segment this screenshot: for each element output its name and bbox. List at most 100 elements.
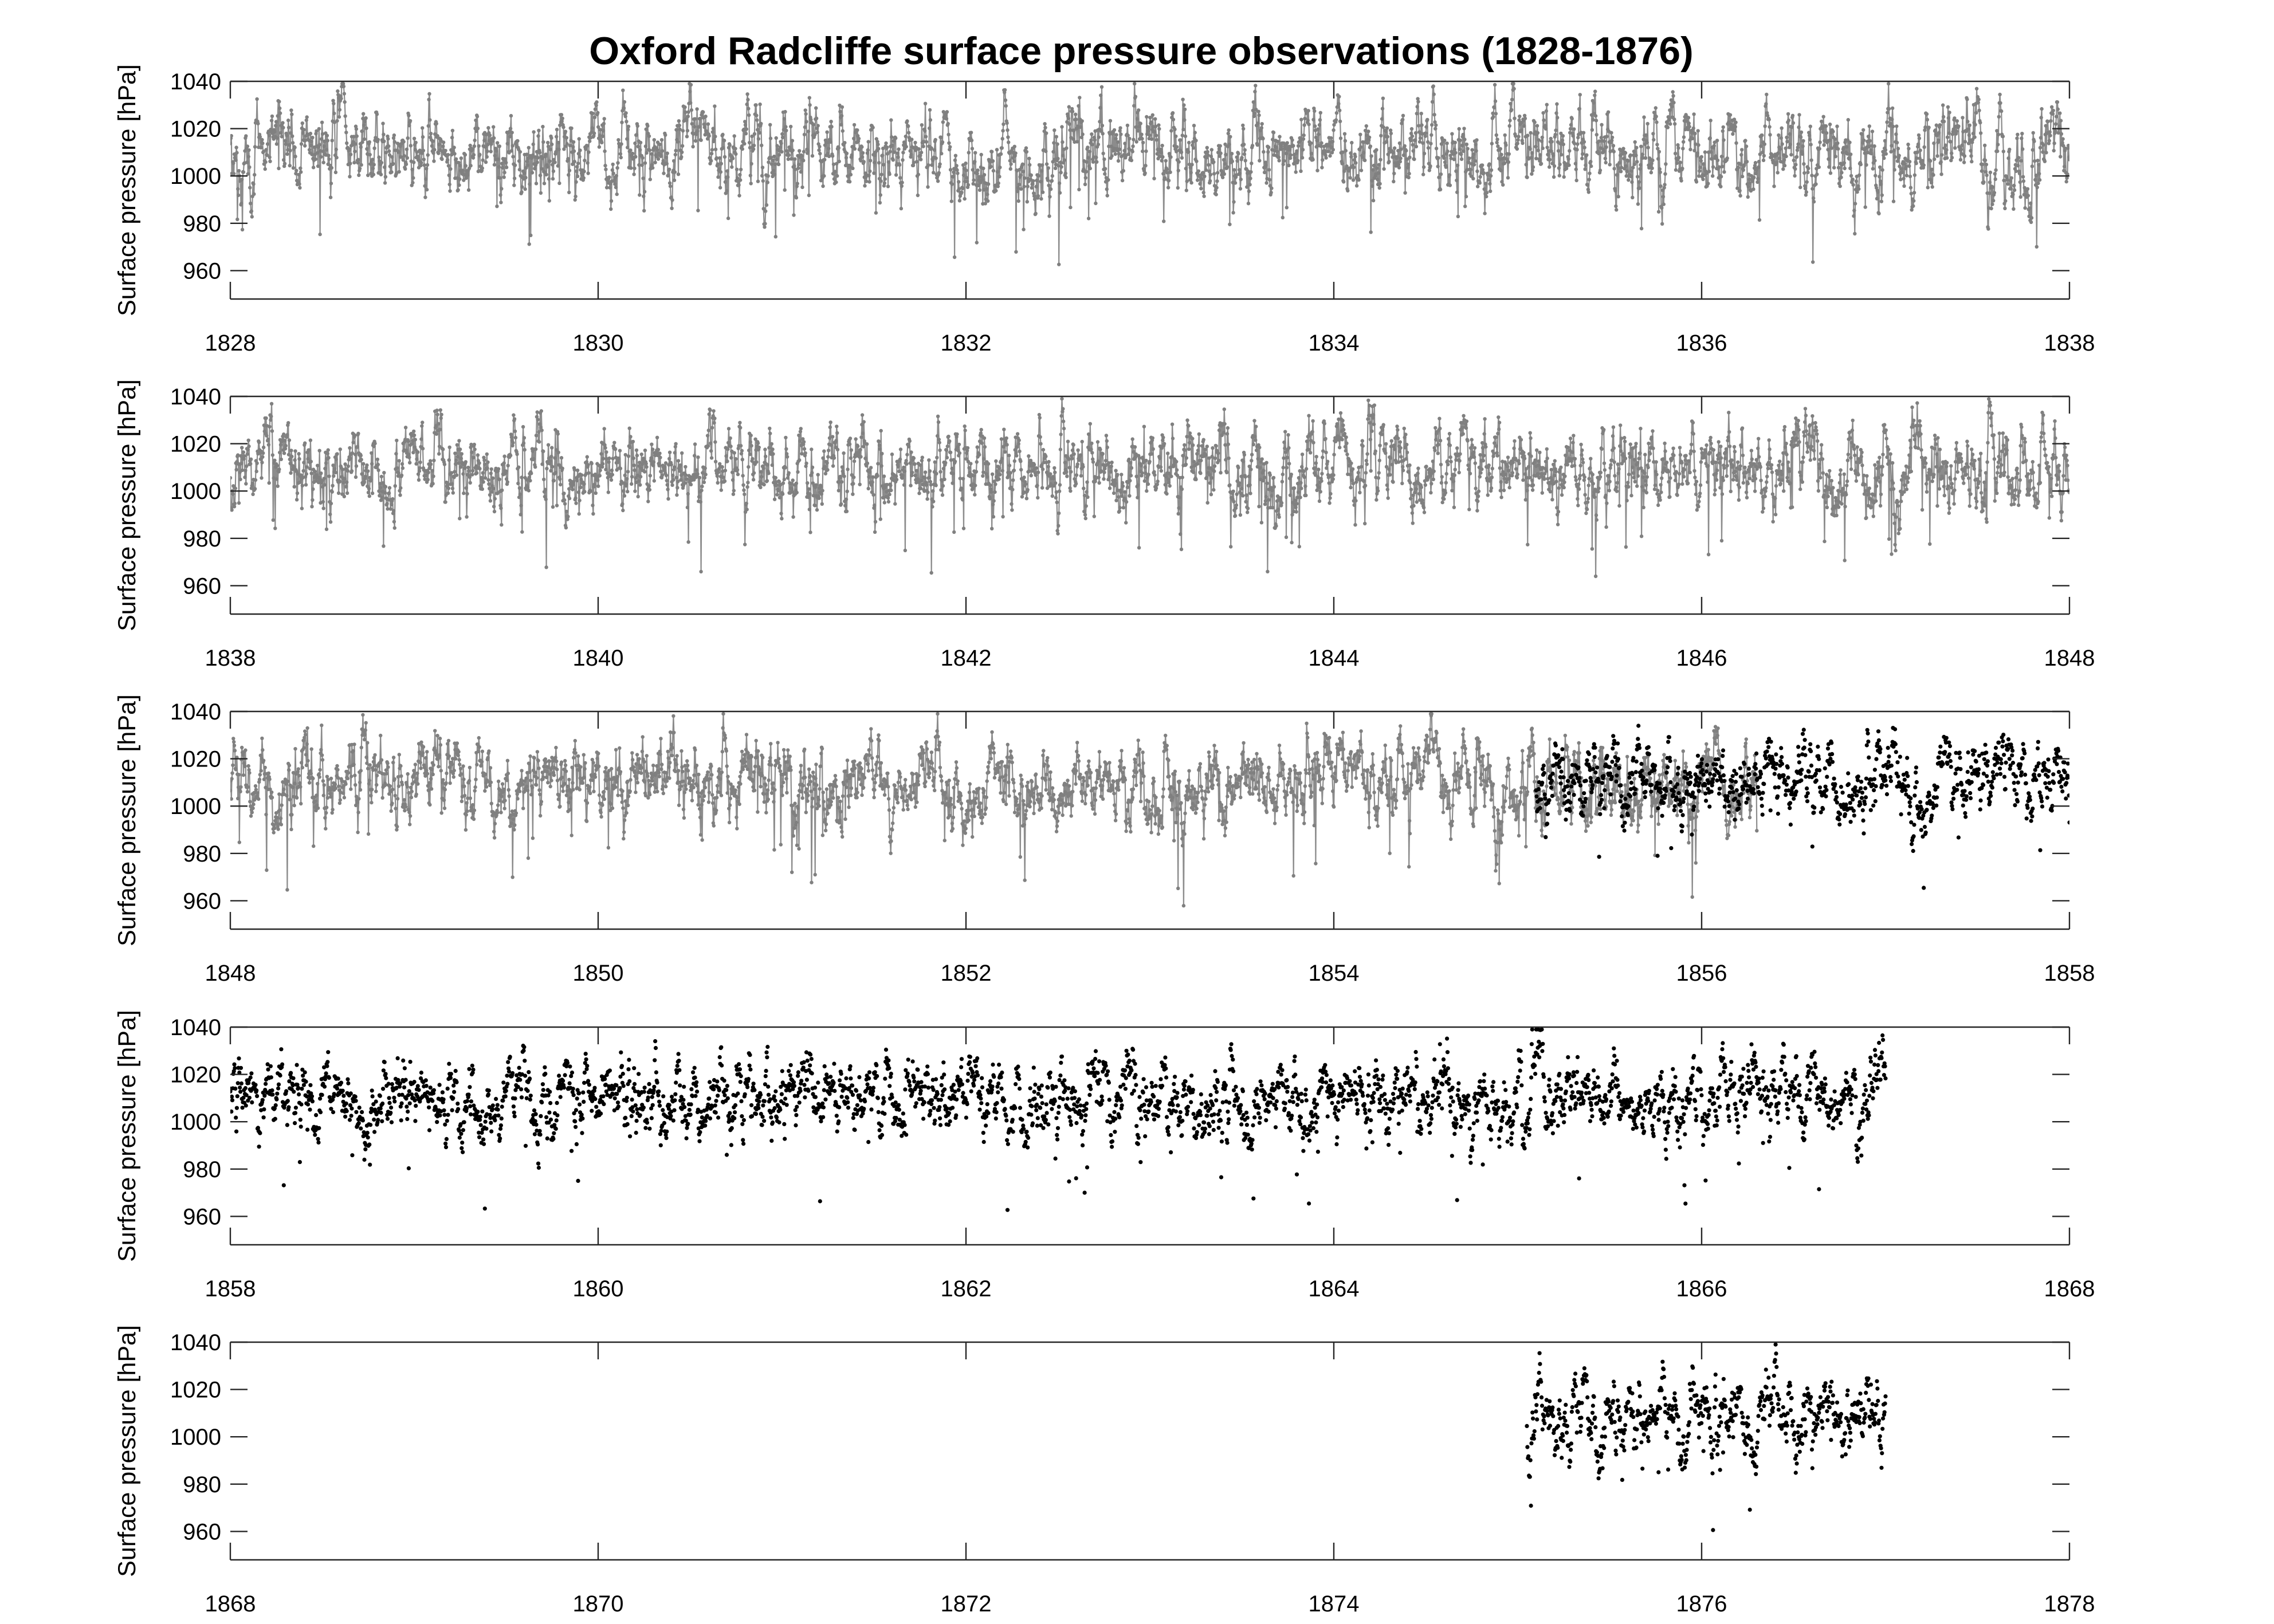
data-point: [481, 158, 485, 162]
data-point: [1576, 142, 1580, 146]
data-point: [1554, 111, 1558, 115]
data-point: [1797, 113, 1801, 117]
data-point: [926, 163, 930, 167]
data-point: [1136, 129, 1140, 133]
data-point: [364, 126, 368, 131]
data-point: [1805, 180, 1809, 184]
data-point: [798, 149, 802, 153]
data-point: [732, 451, 736, 455]
data-point: [743, 542, 747, 546]
data-point: [2032, 139, 2036, 143]
data-point: [431, 139, 435, 143]
data-point: [492, 163, 497, 167]
data-point: [678, 469, 682, 473]
data-point: [517, 167, 522, 172]
data-point: [308, 438, 313, 442]
data-point: [842, 451, 846, 455]
data-point: [1426, 140, 1430, 144]
data-point: [840, 465, 845, 469]
data-point: [1187, 140, 1191, 145]
data-point: [671, 478, 675, 482]
data-point: [1809, 158, 1813, 162]
data-point: [1807, 133, 1812, 137]
data-point: [825, 461, 829, 465]
data-point: [1227, 142, 1231, 147]
data-point: [527, 242, 531, 246]
data-point: [757, 445, 761, 450]
data-point: [1177, 160, 1181, 164]
data-point: [1668, 108, 1672, 112]
data-point: [1571, 133, 1575, 138]
data-point: [817, 148, 821, 152]
data-point: [1334, 111, 1339, 115]
data-point: [953, 154, 958, 158]
data-point: [767, 160, 771, 164]
data-point: [1725, 156, 1729, 160]
data-point: [600, 465, 604, 469]
data-point: [233, 486, 237, 490]
data-point: [481, 480, 485, 484]
data-point: [2052, 141, 2056, 146]
data-point: [386, 507, 390, 511]
data-point: [640, 462, 644, 466]
data-point: [880, 451, 884, 456]
data-point: [820, 489, 824, 493]
data-point: [1836, 141, 1840, 146]
data-point: [810, 154, 815, 158]
data-point: [265, 153, 269, 157]
data-point: [570, 126, 574, 131]
data-point: [1549, 136, 1553, 141]
data-point: [1784, 154, 1788, 159]
data-point: [1153, 130, 1157, 134]
data-point: [243, 475, 247, 479]
data-point: [623, 115, 627, 119]
data-point: [1334, 118, 1338, 122]
data-point: [594, 103, 598, 108]
data-point: [1645, 140, 1649, 144]
data-point: [540, 156, 544, 160]
data-point: [1657, 150, 1662, 154]
data-point: [249, 201, 253, 206]
data-point: [1742, 163, 1746, 167]
data-point: [747, 465, 751, 469]
data-point: [327, 157, 331, 161]
data-point: [1870, 151, 1874, 156]
data-point: [1207, 169, 1211, 173]
data-point: [583, 158, 587, 163]
data-point: [2037, 178, 2042, 182]
data-point: [773, 475, 778, 480]
data-point: [1009, 162, 1013, 166]
data-point: [492, 509, 497, 514]
data-point: [598, 133, 602, 137]
data-point: [1510, 97, 1514, 101]
data-point: [827, 449, 831, 453]
data-point: [989, 164, 993, 169]
data-point: [756, 128, 760, 132]
data-point: [1761, 150, 1765, 154]
data-point: [721, 146, 725, 150]
data-point: [869, 466, 873, 470]
data-point: [1173, 127, 1177, 131]
data-point: [655, 435, 659, 439]
data-point: [1840, 171, 1844, 175]
data-point: [831, 154, 835, 158]
data-point: [1987, 191, 1992, 195]
data-point: [1135, 117, 1139, 121]
data-point: [387, 491, 391, 496]
data-point: [459, 457, 464, 461]
data-point: [696, 455, 700, 459]
data-point: [768, 136, 773, 140]
data-point: [1032, 191, 1036, 195]
data-point: [2040, 107, 2044, 111]
data-point: [1296, 159, 1300, 163]
y-tick-label: 1040: [170, 69, 221, 95]
data-point: [844, 156, 849, 160]
data-point: [1460, 143, 1464, 148]
data-point: [1976, 101, 1980, 105]
data-point: [1852, 209, 1856, 213]
data-point: [354, 464, 359, 468]
data-point: [634, 155, 638, 159]
data-point: [458, 447, 462, 451]
data-point: [1112, 128, 1117, 132]
data-point: [1054, 135, 1059, 139]
